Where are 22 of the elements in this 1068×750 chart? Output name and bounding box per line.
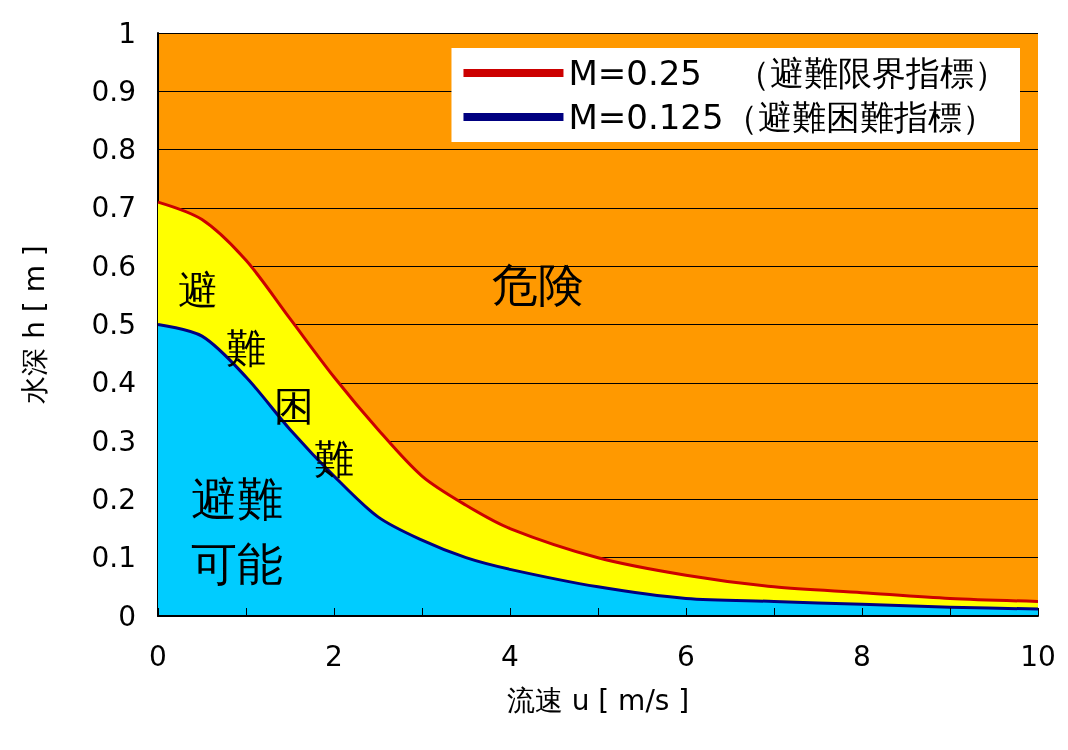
x-tick-label: 4: [501, 639, 519, 673]
x-axis-title: 流速 u [ m/s ]: [506, 683, 690, 717]
x-tick-label: 6: [677, 639, 695, 673]
y-tick-label: 0.8: [91, 133, 136, 167]
y-tick-label: 0.4: [91, 366, 136, 400]
y-tick-label: 0.9: [91, 74, 136, 108]
legend-label: M=0.125（避難困難指標）: [568, 97, 996, 137]
x-tick-label: 2: [325, 639, 343, 673]
y-tick-label: 0.5: [91, 308, 136, 341]
y-tick-label: 0.2: [91, 482, 136, 516]
x-tick-label: 0: [149, 639, 167, 673]
x-tick-label: 10: [1020, 639, 1056, 673]
y-tick-label: 1: [118, 16, 136, 50]
y-tick-label: 0.3: [91, 424, 136, 458]
legend-label: M=0.25 （避難限界指標）: [568, 53, 1008, 93]
y-tick-label: 0.7: [91, 191, 136, 225]
y-axis-title: 水深 h [ m ]: [17, 245, 51, 404]
band-label: 危険: [492, 257, 584, 312]
y-tick-label: 0: [118, 599, 136, 633]
y-tick-label: 0.6: [91, 249, 136, 283]
y-tick-label: 0.1: [91, 541, 136, 575]
x-tick-label: 8: [853, 639, 871, 673]
